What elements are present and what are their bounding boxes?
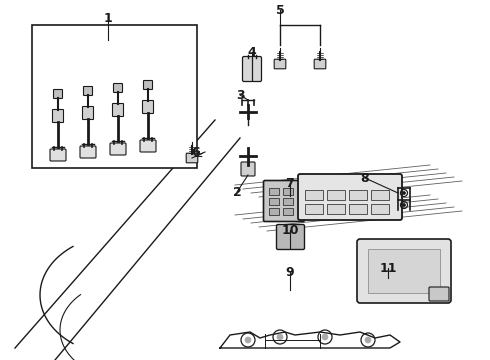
Text: 1: 1 <box>103 12 112 24</box>
Bar <box>349 190 367 200</box>
Bar <box>327 204 345 214</box>
Text: 6: 6 <box>192 145 200 158</box>
FancyBboxPatch shape <box>144 81 152 90</box>
FancyBboxPatch shape <box>314 59 326 69</box>
Bar <box>371 190 389 200</box>
Bar <box>269 198 279 205</box>
Circle shape <box>322 334 328 340</box>
Text: 2: 2 <box>233 185 242 198</box>
FancyBboxPatch shape <box>82 107 94 120</box>
FancyBboxPatch shape <box>243 57 262 81</box>
FancyBboxPatch shape <box>50 149 66 161</box>
FancyBboxPatch shape <box>114 84 122 93</box>
Bar <box>371 204 389 214</box>
Bar <box>349 204 367 214</box>
Text: 8: 8 <box>361 171 369 185</box>
Text: 11: 11 <box>379 261 397 275</box>
FancyBboxPatch shape <box>80 146 96 158</box>
Text: 9: 9 <box>286 266 294 279</box>
FancyBboxPatch shape <box>241 162 255 176</box>
Bar <box>305 204 323 214</box>
Bar <box>283 208 293 215</box>
Circle shape <box>402 192 406 194</box>
FancyBboxPatch shape <box>53 90 63 99</box>
FancyBboxPatch shape <box>264 180 304 221</box>
Text: 10: 10 <box>281 224 299 237</box>
Bar <box>327 190 345 200</box>
Text: 7: 7 <box>286 176 294 189</box>
FancyBboxPatch shape <box>83 86 93 95</box>
FancyBboxPatch shape <box>186 153 198 163</box>
Bar <box>269 188 279 195</box>
FancyBboxPatch shape <box>274 59 286 69</box>
Bar <box>283 188 293 195</box>
Bar <box>283 198 293 205</box>
Circle shape <box>402 203 406 207</box>
Bar <box>269 208 279 215</box>
Text: 3: 3 <box>236 89 245 102</box>
Bar <box>305 190 323 200</box>
FancyBboxPatch shape <box>113 104 123 117</box>
FancyBboxPatch shape <box>357 239 451 303</box>
FancyBboxPatch shape <box>276 225 304 249</box>
FancyBboxPatch shape <box>429 287 449 301</box>
FancyBboxPatch shape <box>52 109 64 122</box>
FancyBboxPatch shape <box>298 174 402 220</box>
Circle shape <box>277 334 283 340</box>
Text: 4: 4 <box>247 45 256 59</box>
Bar <box>368 249 440 293</box>
Circle shape <box>365 337 371 343</box>
Text: 5: 5 <box>275 4 284 17</box>
Circle shape <box>245 337 251 343</box>
Bar <box>32 25 197 168</box>
FancyBboxPatch shape <box>140 140 156 152</box>
FancyBboxPatch shape <box>110 143 126 155</box>
FancyBboxPatch shape <box>143 100 153 113</box>
